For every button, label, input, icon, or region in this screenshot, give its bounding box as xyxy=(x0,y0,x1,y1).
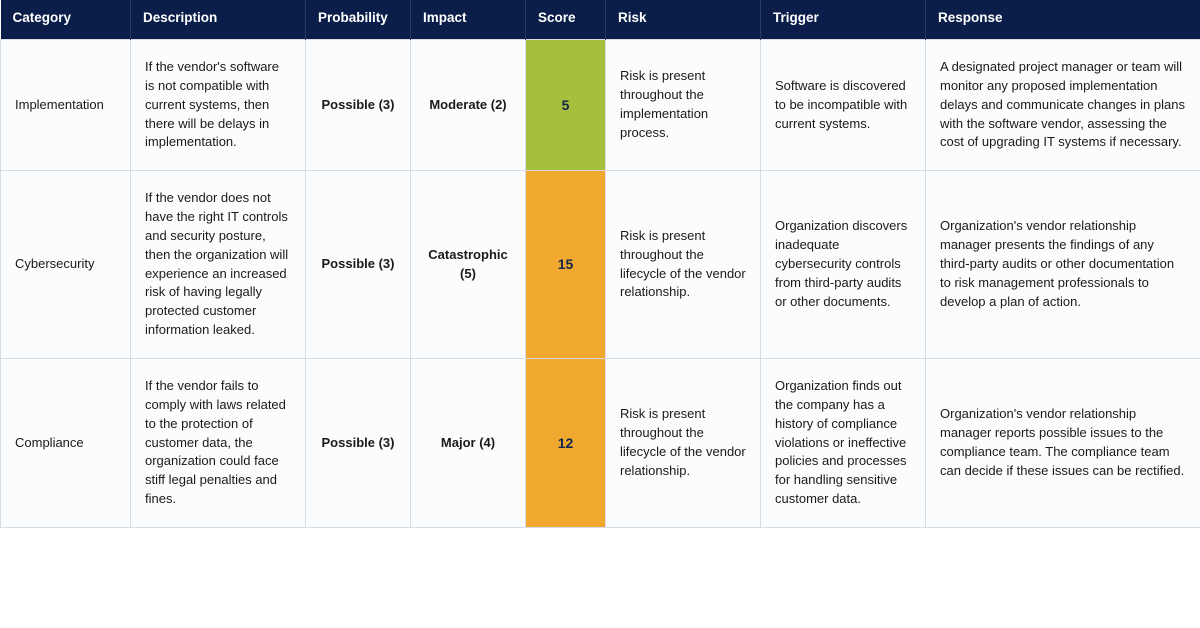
cell-response: Organization's vendor relationship manag… xyxy=(926,358,1200,527)
cell-response: A designated project manager or team wil… xyxy=(926,40,1200,171)
table-header: Category Description Probability Impact … xyxy=(1,0,1200,40)
col-header-trigger: Trigger xyxy=(761,0,926,40)
cell-risk: Risk is present throughout the lifecycle… xyxy=(606,358,761,527)
table-row: Implementation If the vendor's software … xyxy=(1,40,1200,171)
col-header-impact: Impact xyxy=(411,0,526,40)
cell-score: 15 xyxy=(526,171,606,359)
cell-probability: Possible (3) xyxy=(306,40,411,171)
cell-impact: Catastrophic (5) xyxy=(411,171,526,359)
cell-description: If the vendor does not have the right IT… xyxy=(131,171,306,359)
cell-probability: Possible (3) xyxy=(306,171,411,359)
cell-response: Organization's vendor relationship manag… xyxy=(926,171,1200,359)
risk-register-table: Category Description Probability Impact … xyxy=(0,0,1200,528)
cell-trigger: Organization finds out the company has a… xyxy=(761,358,926,527)
cell-category: Cybersecurity xyxy=(1,171,131,359)
table-row: Cybersecurity If the vendor does not hav… xyxy=(1,171,1200,359)
col-header-probability: Probability xyxy=(306,0,411,40)
cell-score: 12 xyxy=(526,358,606,527)
col-header-description: Description xyxy=(131,0,306,40)
table-row: Compliance If the vendor fails to comply… xyxy=(1,358,1200,527)
col-header-risk: Risk xyxy=(606,0,761,40)
cell-trigger: Organization discovers inadequate cybers… xyxy=(761,171,926,359)
cell-description: If the vendor fails to comply with laws … xyxy=(131,358,306,527)
cell-trigger: Software is discovered to be incompatibl… xyxy=(761,40,926,171)
col-header-category: Category xyxy=(1,0,131,40)
cell-risk: Risk is present throughout the lifecycle… xyxy=(606,171,761,359)
cell-impact: Major (4) xyxy=(411,358,526,527)
cell-risk: Risk is present throughout the implement… xyxy=(606,40,761,171)
cell-impact: Moderate (2) xyxy=(411,40,526,171)
cell-description: If the vendor's software is not compatib… xyxy=(131,40,306,171)
cell-category: Implementation xyxy=(1,40,131,171)
col-header-score: Score xyxy=(526,0,606,40)
cell-probability: Possible (3) xyxy=(306,358,411,527)
col-header-response: Response xyxy=(926,0,1200,40)
cell-category: Compliance xyxy=(1,358,131,527)
cell-score: 5 xyxy=(526,40,606,171)
